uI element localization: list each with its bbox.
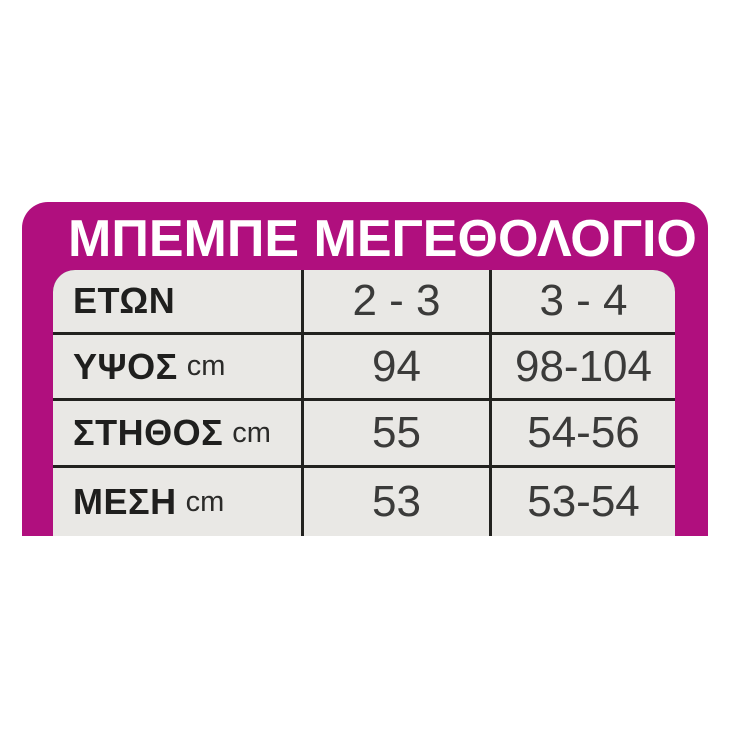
table-row-label-eton: ΕΤΩΝ: [53, 270, 301, 332]
cell-value-text: 3 - 4: [539, 276, 628, 325]
table-cell-ypsos-size2: 98-104: [492, 335, 675, 398]
row-unit-text: cm: [186, 350, 226, 382]
table-row-label-ypsos: ΥΨΟΣ cm: [53, 335, 301, 398]
row-label-text: ΕΤΩΝ: [73, 280, 176, 321]
cell-value-text: 2 - 3: [352, 276, 441, 325]
table-cell-stithos-size1: 55: [304, 401, 489, 465]
cell-value-text: 53: [372, 477, 421, 526]
cell-value-text: 98-104: [514, 341, 652, 391]
size-table: ΕΤΩΝ 2 - 3 3 - 4 ΥΨΟΣ cm 94 98-104: [53, 270, 675, 536]
table-cell-mesi-size1: 53: [304, 468, 489, 536]
size-chart-title: ΜΠΕΜΠΕ ΜΕΓΕΘΟΛΟΓΙΟ: [68, 210, 697, 268]
table-cell-mesi-size2: 53-54: [492, 468, 675, 536]
row-label-text: ΣΤΗΘΟΣ: [73, 412, 224, 453]
cell-value-text: 94: [372, 341, 421, 391]
row-unit-text: cm: [232, 416, 271, 449]
table-cell-ypsos-size1: 94: [304, 335, 489, 398]
row-unit-text: cm: [185, 485, 225, 518]
cell-value-text: 53-54: [527, 477, 640, 526]
table-cell-stithos-size2: 54-56: [492, 401, 675, 465]
size-chart-panel: ΜΠΕΜΠΕ ΜΕΓΕΘΟΛΟΓΙΟ ΕΤΩΝ 2 - 3 3 - 4 ΥΨΟΣ…: [22, 202, 708, 536]
table-row-label-stithos: ΣΤΗΘΟΣ cm: [53, 401, 301, 465]
table-row-label-mesi: ΜΕΣΗ cm: [53, 468, 301, 536]
table-cell-eton-size2: 3 - 4: [492, 270, 675, 332]
cell-value-text: 55: [372, 408, 421, 457]
cell-value-text: 54-56: [527, 408, 640, 457]
table-cell-eton-size1: 2 - 3: [304, 270, 489, 332]
row-label-text: ΜΕΣΗ: [73, 481, 177, 522]
row-label-text: ΥΨΟΣ: [73, 345, 178, 387]
